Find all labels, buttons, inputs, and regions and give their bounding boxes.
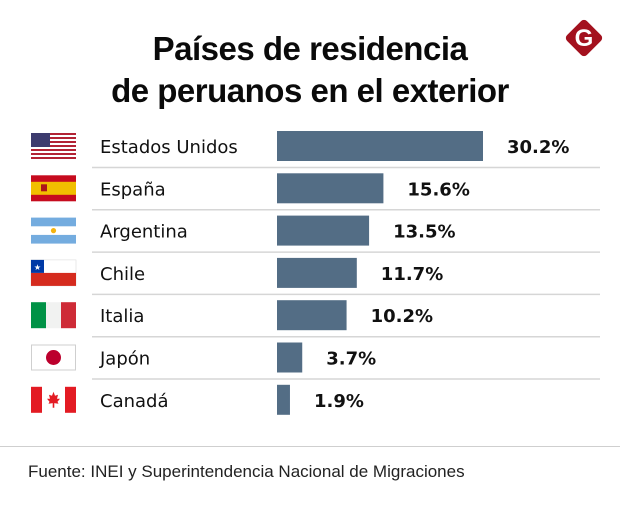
category-label: Italia: [100, 306, 144, 327]
bar: [277, 215, 370, 246]
bar: [277, 342, 303, 373]
chart-title-line-1: Países de residencia: [152, 30, 468, 67]
japan-flag-icon: [31, 344, 76, 371]
category-label: Chile: [100, 264, 145, 285]
bar: [277, 257, 357, 288]
chile-flag-icon: ★: [30, 259, 77, 287]
category-label: Japón: [99, 349, 150, 370]
bar: [277, 131, 483, 161]
value-label: 10.2%: [371, 306, 433, 327]
value-label: 11.7%: [381, 264, 443, 285]
value-label: 3.7%: [326, 349, 376, 370]
value-label: 1.9%: [314, 391, 364, 412]
us-flag-icon: [31, 133, 76, 159]
g-diamond-logo-icon: G: [565, 19, 603, 57]
value-label: 13.5%: [393, 222, 455, 243]
category-label: Canadá: [100, 391, 169, 412]
svg-text:★: ★: [34, 263, 41, 272]
bar: [277, 300, 347, 331]
bar: [277, 384, 290, 415]
category-label: Estados Unidos: [100, 137, 238, 158]
category-label: España: [100, 179, 166, 200]
canada-flag-icon: [31, 386, 76, 413]
value-label: 15.6%: [407, 179, 469, 200]
bar: [277, 173, 384, 204]
category-label: Argentina: [100, 222, 188, 243]
spain-flag-icon: [31, 175, 76, 202]
italy-flag-icon: [31, 302, 76, 329]
value-label: 30.2%: [507, 137, 569, 158]
argentina-flag-icon: [31, 217, 76, 244]
logo-letter: G: [575, 25, 594, 52]
footer-divider: [0, 446, 620, 447]
chart-title-line-2: de peruanos en el exterior: [111, 72, 509, 109]
source-note: Fuente: INEI y Superintendencia Nacional…: [28, 462, 465, 481]
